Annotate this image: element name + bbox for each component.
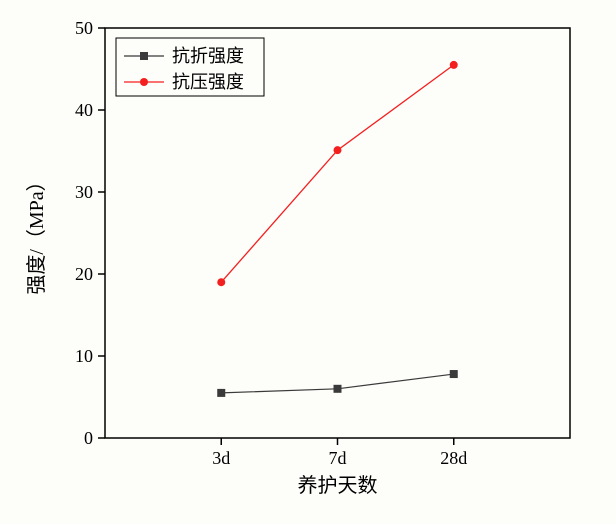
series-marker — [334, 385, 342, 393]
series-marker — [217, 278, 225, 286]
series-line — [221, 65, 454, 282]
svg-text:30: 30 — [75, 182, 93, 202]
series-marker — [450, 370, 458, 378]
svg-text:0: 0 — [84, 428, 93, 448]
svg-text:养护天数: 养护天数 — [298, 474, 378, 497]
svg-text:40: 40 — [75, 100, 93, 120]
svg-text:7d: 7d — [329, 448, 347, 468]
strength-chart: 0 10 20 30 40 50 3d 7d 28d 养护天数 强度/（MPa） 抗折强度抗压强度 — [0, 0, 616, 524]
series-marker — [217, 389, 225, 397]
svg-text:28d: 28d — [440, 448, 467, 468]
chart-svg: 0 10 20 30 40 50 3d 7d 28d 养护天数 强度/（MPa） 抗折强度抗压强度 — [0, 0, 616, 524]
svg-text:20: 20 — [75, 264, 93, 284]
legend-label: 抗压强度 — [172, 72, 244, 92]
series-marker — [450, 61, 458, 69]
svg-text:10: 10 — [75, 346, 93, 366]
svg-text:50: 50 — [75, 18, 93, 38]
series-marker — [334, 146, 342, 154]
svg-text:3d: 3d — [212, 448, 230, 468]
legend-label: 抗折强度 — [172, 46, 244, 66]
svg-text:强度/（MPa）: 强度/（MPa） — [25, 171, 48, 294]
